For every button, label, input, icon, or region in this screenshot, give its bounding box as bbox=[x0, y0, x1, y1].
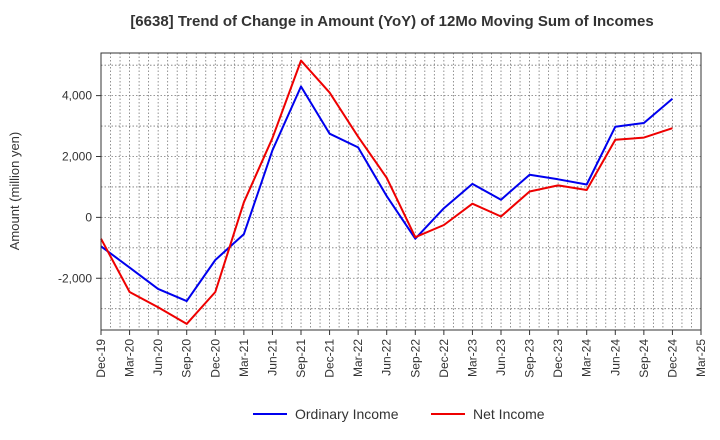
legend-label: Ordinary Income bbox=[295, 406, 399, 422]
y-tick-label: -2,000 bbox=[58, 271, 92, 285]
x-axis-ticks: Dec-19 Mar-20 Jun-20 Sep-20 Dec-20 Mar-21 Jun-… bbox=[94, 330, 708, 378]
x-tick-label: Mar-23 bbox=[465, 339, 479, 377]
x-tick-label: Sep-20 bbox=[180, 339, 194, 378]
x-tick-label: Dec-19 bbox=[94, 339, 108, 378]
plot-area bbox=[101, 53, 701, 330]
x-tick-label: Mar-25 bbox=[694, 339, 708, 377]
x-tick-label: Jun-20 bbox=[151, 339, 165, 376]
series-line bbox=[100, 85, 674, 303]
plot-frame bbox=[100, 52, 702, 331]
x-tick-label: Sep-22 bbox=[408, 339, 422, 378]
x-tick-label: Dec-22 bbox=[437, 339, 451, 378]
y-tick-label: 4,000 bbox=[62, 89, 92, 103]
x-tick-label: Sep-23 bbox=[523, 339, 537, 378]
x-tick-label: Mar-21 bbox=[237, 339, 251, 377]
x-tick-label: Dec-20 bbox=[208, 339, 222, 378]
y-tick-label: 0 bbox=[85, 210, 92, 224]
legend-label: Net Income bbox=[473, 406, 545, 422]
x-tick-label: Sep-24 bbox=[637, 339, 651, 378]
x-tick-label: Mar-24 bbox=[580, 339, 594, 377]
series-line bbox=[100, 59, 673, 325]
x-tick-label: Jun-22 bbox=[380, 339, 394, 376]
x-tick-label: Jun-23 bbox=[494, 339, 508, 376]
x-tick-label: Dec-23 bbox=[551, 339, 565, 378]
x-tick-label: Dec-24 bbox=[665, 339, 679, 378]
x-tick-label: Dec-21 bbox=[323, 339, 337, 378]
y-tick-label: 2,000 bbox=[62, 149, 92, 163]
series-lines bbox=[100, 59, 674, 325]
grid bbox=[101, 53, 701, 330]
x-tick-label: Jun-21 bbox=[265, 339, 279, 376]
y-axis-ticks: -2,000 0 2,000 4,000 bbox=[58, 89, 101, 285]
y-axis-label: Amount (million yen) bbox=[7, 132, 22, 251]
chart-title: [6638] Trend of Change in Amount (YoY) o… bbox=[130, 13, 653, 30]
x-tick-label: Sep-21 bbox=[294, 339, 308, 378]
x-tick-label: Mar-20 bbox=[123, 339, 137, 377]
legend: Ordinary Income Net Income bbox=[253, 406, 545, 422]
x-tick-label: Mar-22 bbox=[351, 339, 365, 377]
x-tick-label: Jun-24 bbox=[608, 339, 622, 376]
